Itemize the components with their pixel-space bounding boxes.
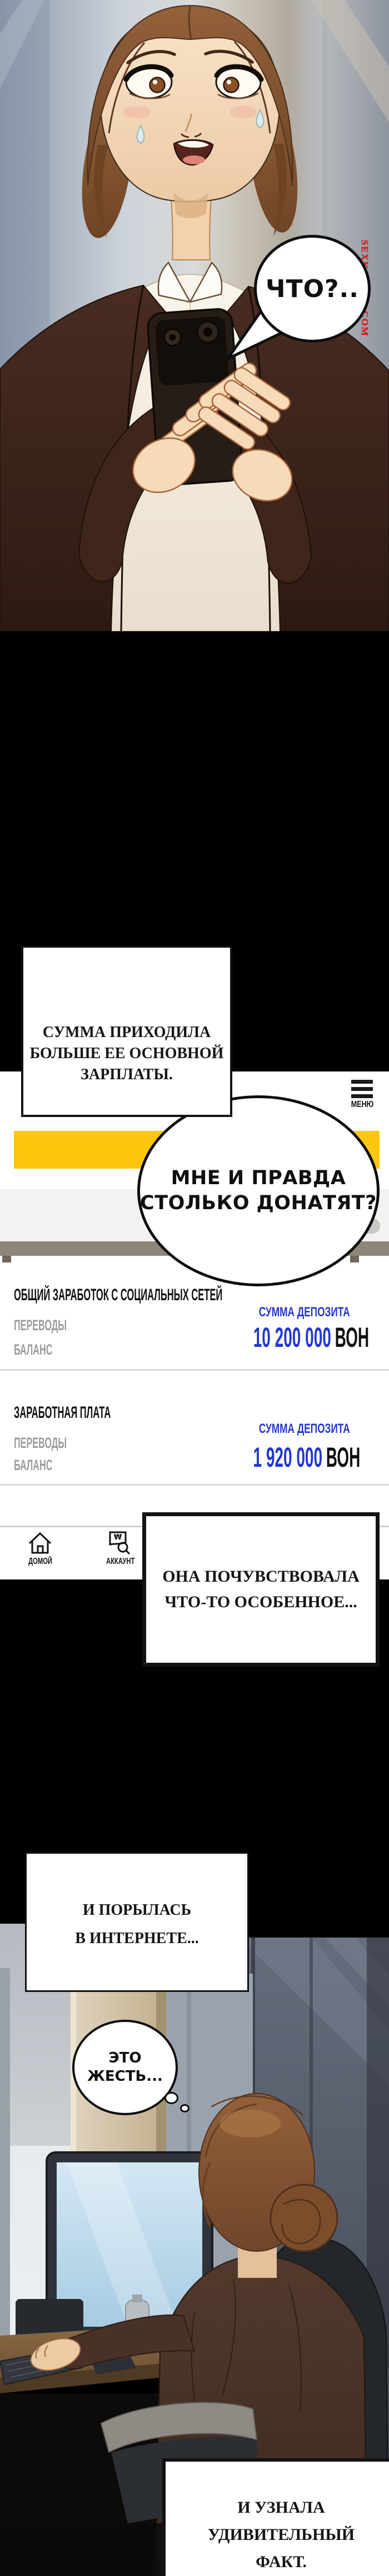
thought-bubble-dot (180, 2104, 189, 2112)
transfers-label: ПЕРЕВОДЫ (14, 1317, 67, 1334)
speech-text: ЧТО?.. (266, 274, 359, 303)
account-title: ЗАРАБОТНАЯ ПЛАТА (14, 1403, 111, 1422)
caption-fact: И УЗНАЛА УДИВИТЕЛЬНЫЙ ФАКТ. (162, 2458, 389, 2576)
thought-bubble-dot (164, 2092, 178, 2104)
hamburger-menu-icon (351, 1080, 373, 1098)
caption-line: БОЛЬШЕ ЕЕ ОСНОВНОЙ (29, 1044, 224, 1062)
account-receipt-search-icon: ₩ (109, 1531, 131, 1555)
computer-monitor (46, 2151, 213, 2338)
menu-label: МЕНЮ (351, 1100, 374, 1109)
caption-salary: СУММА ПРИХОДИЛА БОЛЬШЕ ЕЕ ОСНОВНОЙ ЗАРПЛ… (21, 945, 232, 1117)
speech-bubble-donate: МНЕ И ПРАВДА СТОЛЬКО ДОНАТЯТ? (137, 1095, 380, 1286)
nav-item-account[interactable]: ₩ АККАУНТ (100, 1530, 136, 1567)
deposit-label: СУММА ДЕПОЗИТА (259, 1305, 350, 1320)
sweat-drop (136, 124, 145, 144)
caption-special: ОНА ПОЧУВСТВОВАЛА ЧТО-ТО ОСОБЕННОЕ... (142, 1512, 380, 1667)
sweat-drop (256, 108, 265, 129)
transfers-label: ПЕРЕВОДЫ (14, 1435, 67, 1451)
woman-figure (0, 4, 389, 631)
svg-text:₩: ₩ (114, 1533, 122, 1542)
menu-button[interactable]: МЕНЮ (345, 1080, 380, 1110)
amount-currency: ВОН (326, 1442, 360, 1473)
deposit-amount: 1 920 000 ВОН (253, 1441, 360, 1473)
deposit-amount: 10 200 000 ВОН (253, 1321, 369, 1354)
thought-bubble: ЭТО ЖЕСТЬ... (72, 2020, 178, 2115)
home-icon (28, 1532, 52, 1554)
deposit-label: СУММА ДЕПОЗИТА (259, 1421, 350, 1436)
caption-line: ЗАРПЛАТЫ. (81, 1065, 173, 1083)
panel-shocked-woman (0, 0, 389, 631)
account-title: ОБЩИЙ ЗАРАБОТОК С СОЦИАЛЬНЫХ СЕТЕЙ (14, 1286, 223, 1304)
amount-value: 10 200 000 (253, 1322, 331, 1353)
speech-line: МНЕ И ПРАВДА (171, 1167, 346, 1189)
hand (30, 2338, 81, 2371)
caption-line: СУММА ПРИХОДИЛА (42, 1023, 211, 1041)
balance-label: БАЛАНС (14, 1457, 53, 1473)
speech-bubble-what: ЧТО?.. (254, 235, 371, 343)
balance-label: БАЛАНС (14, 1341, 53, 1358)
hair (87, 4, 293, 187)
shocked-eyes (123, 64, 264, 99)
nav-item-home[interactable]: ДОМОЙ (23, 1530, 57, 1567)
caption-internet: И ПОРЫЛАСЬ В ИНТЕРНЕТЕ... (25, 1852, 249, 1992)
amount-currency: ВОН (335, 1322, 369, 1353)
amount-value: 1 920 000 (253, 1442, 322, 1473)
hands-holding-phone (132, 363, 293, 502)
speech-line: СТОЛЬКО ДОНАТЯТ? (140, 1192, 377, 1214)
